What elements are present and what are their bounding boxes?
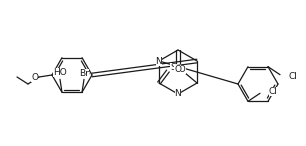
Text: Br: Br <box>79 69 89 78</box>
Text: O: O <box>174 65 181 73</box>
Text: Cl: Cl <box>269 87 278 96</box>
Text: HO: HO <box>53 68 67 77</box>
Text: N: N <box>155 57 162 66</box>
Text: N: N <box>175 89 181 99</box>
Text: O: O <box>32 73 39 81</box>
Text: HO: HO <box>172 65 186 73</box>
Text: S: S <box>170 62 176 72</box>
Text: Cl: Cl <box>289 72 298 81</box>
